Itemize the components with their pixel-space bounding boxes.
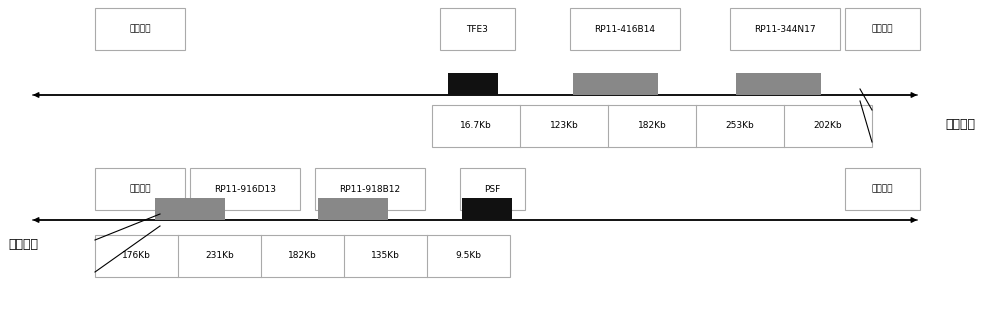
- Text: PSF: PSF: [484, 184, 501, 193]
- Bar: [190, 168, 300, 210]
- Text: 182Kb: 182Kb: [288, 251, 317, 261]
- Text: RP11-344N17: RP11-344N17: [754, 24, 816, 34]
- Bar: [845, 168, 920, 210]
- Bar: [448, 73, 498, 95]
- Text: 176Kb: 176Kb: [122, 251, 151, 261]
- Text: RP11-918B12: RP11-918B12: [339, 184, 401, 193]
- Bar: [460, 168, 525, 210]
- Bar: [315, 168, 425, 210]
- Bar: [736, 73, 821, 95]
- Text: RP11-916D13: RP11-916D13: [214, 184, 276, 193]
- Bar: [730, 8, 840, 50]
- Bar: [432, 105, 872, 147]
- Text: 9.5Kb: 9.5Kb: [456, 251, 482, 261]
- Bar: [573, 73, 658, 95]
- Bar: [440, 8, 515, 50]
- Bar: [95, 8, 185, 50]
- Text: 阴性控制: 阴性控制: [129, 24, 151, 34]
- Bar: [155, 198, 225, 220]
- Text: 阳性控制: 阳性控制: [872, 184, 893, 193]
- Bar: [845, 8, 920, 50]
- Text: TFE3: TFE3: [467, 24, 488, 34]
- Text: 阴性控制: 阴性控制: [129, 184, 151, 193]
- Text: 绿色荧光: 绿色荧光: [8, 238, 38, 251]
- Bar: [95, 235, 510, 277]
- Text: 231Kb: 231Kb: [205, 251, 234, 261]
- Bar: [95, 168, 185, 210]
- Bar: [462, 198, 512, 220]
- Bar: [318, 198, 388, 220]
- Text: 123Kb: 123Kb: [550, 121, 578, 131]
- Text: 182Kb: 182Kb: [638, 121, 666, 131]
- Bar: [570, 8, 680, 50]
- Text: 16.7Kb: 16.7Kb: [460, 121, 492, 131]
- Text: 135Kb: 135Kb: [371, 251, 400, 261]
- Text: 253Kb: 253Kb: [726, 121, 754, 131]
- Text: RP11-416B14: RP11-416B14: [594, 24, 656, 34]
- Text: 红色荧光: 红色荧光: [945, 119, 975, 132]
- Text: 阳性控制: 阳性控制: [872, 24, 893, 34]
- Text: 202Kb: 202Kb: [814, 121, 842, 131]
